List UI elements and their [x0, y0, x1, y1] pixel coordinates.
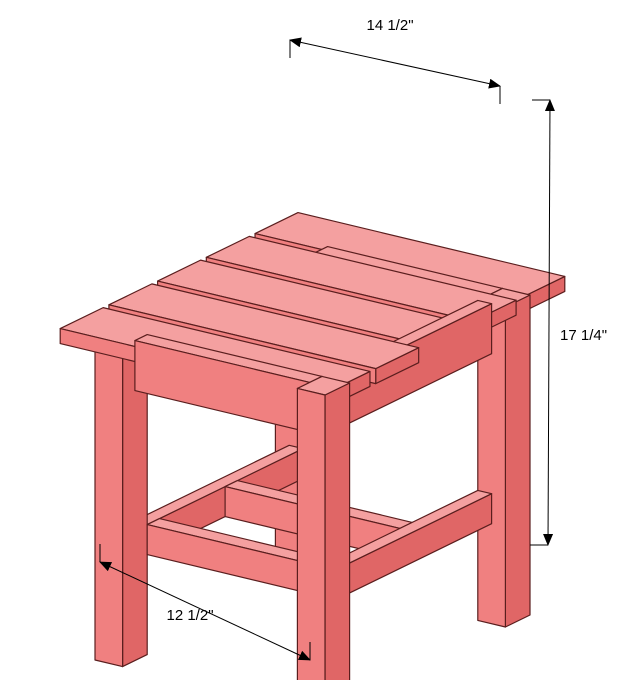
dimension-width: 14 1/2" [290, 17, 500, 86]
dimension-height: 17 1/4" [548, 100, 607, 545]
dimension-height-label: 17 1/4" [560, 327, 607, 344]
dimension-width-label: 14 1/2" [366, 17, 413, 34]
dimension-depth-label: 12 1/2" [166, 607, 213, 624]
diagram-canvas: 14 1/2" 17 1/4" 12 1/2" [0, 0, 635, 680]
table-3d [60, 213, 565, 680]
